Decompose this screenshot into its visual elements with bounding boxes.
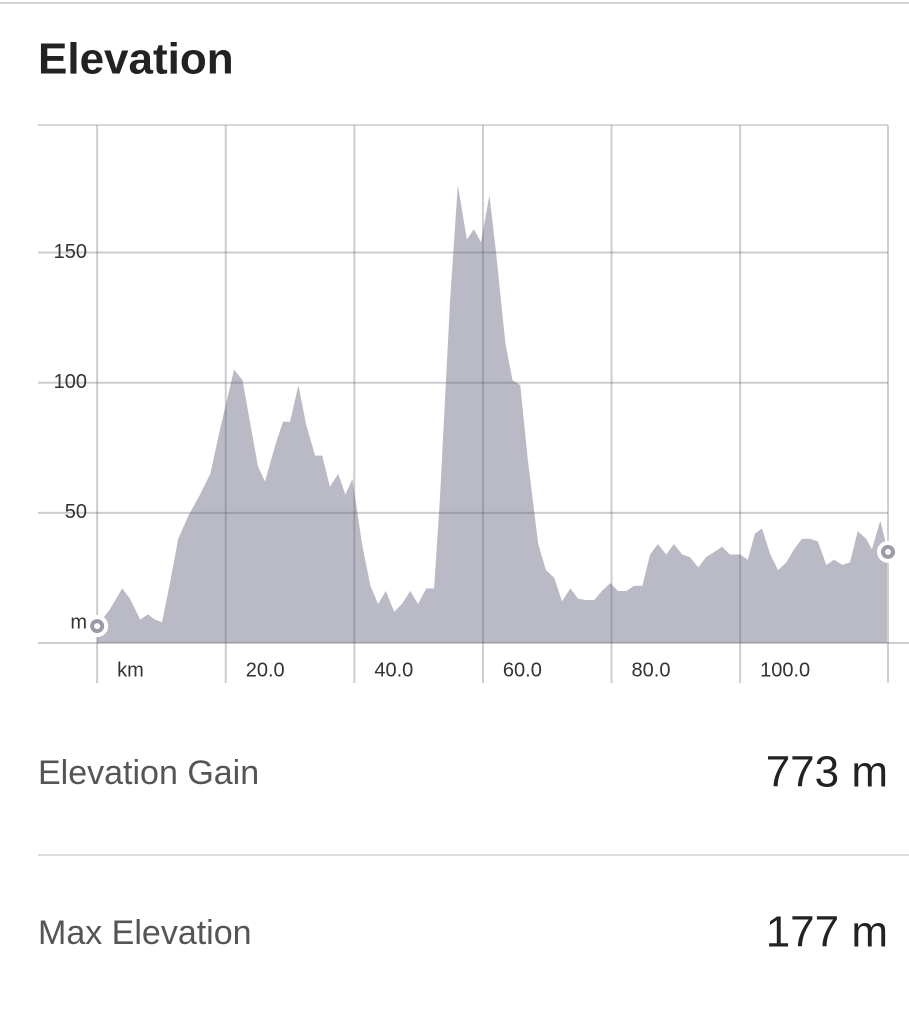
title: Elevation <box>38 35 234 84</box>
elevation-area <box>97 184 888 643</box>
stat-value: 773 m <box>766 748 888 797</box>
stat-label: Max Elevation <box>38 914 252 952</box>
x-tick-label: 20.0 <box>246 659 285 681</box>
y-tick-label: 50 <box>65 501 87 523</box>
y-tick-label: 100 <box>54 371 87 393</box>
x-tick-label: 100.0 <box>760 659 810 681</box>
y-tick-label: 150 <box>54 241 87 263</box>
x-tick-label: 80.0 <box>632 659 671 681</box>
x-tick-label: 60.0 <box>503 659 542 681</box>
chart: m 50 100 150 km 20.0 40.0 60.0 80.0 100.0 <box>38 124 909 683</box>
stat-label: Elevation Gain <box>38 754 259 792</box>
stat-value: 177 m <box>766 908 888 957</box>
x-tick-label: 40.0 <box>374 659 413 681</box>
endpoint-dot <box>94 623 101 630</box>
x-tick-label: km <box>117 659 144 681</box>
endpoint-dot <box>885 548 891 555</box>
y-tick-label: m <box>70 611 87 633</box>
